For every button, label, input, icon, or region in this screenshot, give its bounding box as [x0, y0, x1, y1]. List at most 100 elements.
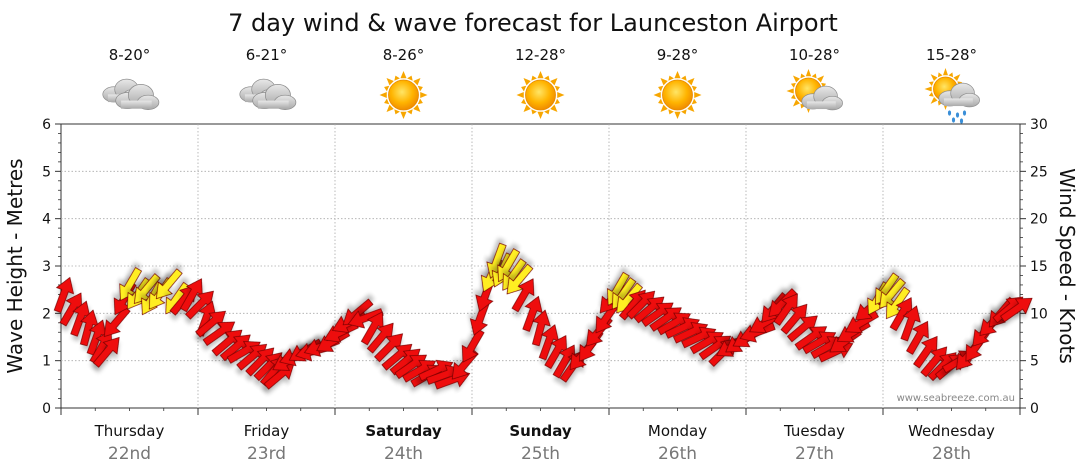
sun-ray	[653, 91, 661, 99]
weather-icons: 8-20° 6-21° 8-26° 12-28° 9-28° 10-28° 15-28°	[102, 46, 981, 124]
sun-ray	[394, 75, 400, 81]
sun-ray	[800, 103, 806, 109]
wind-arrow	[92, 336, 120, 368]
sun-ray	[800, 73, 806, 79]
sun-ray	[658, 98, 664, 105]
sun-ray	[660, 104, 668, 112]
sun-ray	[531, 109, 537, 115]
wind-arrow-shape	[155, 268, 183, 300]
wind-arrow-shape	[786, 315, 818, 343]
sun-ray	[668, 75, 674, 81]
sun-ray	[550, 78, 558, 86]
sun-ray	[407, 75, 413, 81]
left-axis-ticks: 0 1 2 3 4 5 6	[42, 117, 61, 417]
left-axis-label: Wave Height - Metres	[3, 158, 27, 373]
right-tick-label: 0	[1030, 401, 1039, 417]
wind-arrow	[522, 295, 543, 332]
day-date: 23rd	[247, 444, 286, 464]
sun-ray	[786, 88, 794, 94]
sun-ray	[691, 85, 697, 92]
sun-ray	[544, 109, 550, 115]
watermark: www.seabreeze.com.au	[897, 393, 1015, 404]
sun-ray	[554, 98, 560, 105]
wind-arrow-shape	[522, 295, 543, 332]
right-axis-label: Wind Speed - Knots	[1055, 168, 1079, 364]
sun-ray	[557, 91, 565, 99]
day-date: 26th	[658, 444, 697, 464]
sun-ray	[544, 75, 550, 81]
sun-ray	[550, 104, 558, 112]
sun-disc	[662, 79, 693, 111]
sun-ray	[790, 82, 796, 88]
sun-ray	[413, 104, 421, 112]
sun-ray	[930, 74, 938, 82]
wind-arrow-shape	[202, 321, 236, 346]
sun-ray	[521, 98, 527, 105]
sun-ray	[792, 75, 800, 83]
sun-ray	[687, 78, 695, 86]
sun-ray	[386, 78, 394, 86]
cloudy-icon	[102, 78, 160, 111]
rain-drop	[962, 110, 967, 116]
rain-drop	[955, 112, 960, 118]
sun-ray	[687, 104, 695, 112]
left-tick-label: 3	[42, 259, 51, 275]
sun-ray	[394, 109, 400, 115]
rain-drop	[959, 118, 964, 124]
wind-arrow-shape	[92, 336, 120, 368]
day-date: 25th	[521, 444, 560, 464]
sun-ray	[417, 85, 423, 92]
sun-ray	[953, 74, 961, 82]
sun-ray	[674, 71, 681, 79]
sun-ray	[694, 91, 702, 99]
sun-ray	[821, 82, 827, 88]
wind-arrow-shape	[195, 310, 226, 338]
wind-arrow-shape	[532, 309, 551, 347]
wind-arrow	[461, 328, 485, 363]
sun-ray	[937, 100, 943, 106]
right-tick-label: 10	[1030, 306, 1048, 322]
day-date: 27th	[795, 444, 834, 464]
sun-ray	[417, 98, 423, 105]
sun-ray	[537, 71, 544, 79]
sun-ray	[937, 72, 943, 78]
day-date: 24th	[384, 444, 423, 464]
right-tick-label: 15	[1030, 259, 1048, 275]
showers-icon	[924, 68, 981, 124]
sun-ray	[413, 78, 421, 86]
day-date: 28th	[932, 444, 971, 464]
sun-ray	[531, 75, 537, 81]
wind-arrow-shape	[906, 320, 929, 355]
temp-range-monday: 9-28°	[657, 46, 699, 64]
wind-arrow	[906, 320, 929, 355]
sun-disc	[388, 79, 419, 111]
wind-arrow-shape	[1000, 297, 1033, 323]
sun-ray	[681, 109, 687, 115]
sun-ray	[930, 96, 938, 104]
rain-drop	[951, 117, 956, 123]
sun-icon	[516, 71, 565, 119]
sun-ray	[660, 78, 668, 86]
wind-arrow-shape	[53, 276, 75, 313]
sun-ray	[400, 71, 407, 79]
sun-ray	[924, 86, 932, 92]
sun-ray	[379, 91, 387, 99]
sun-ray	[948, 72, 954, 78]
partly-cloudy-icon	[786, 69, 844, 113]
sun-ray	[792, 99, 800, 107]
temp-range-wednesday: 15-28°	[926, 46, 977, 64]
sun-ray	[928, 91, 934, 97]
chart-title: 7 day wind & wave forecast for Launcesto…	[228, 9, 838, 37]
sun-ray	[805, 69, 812, 77]
wind-arrow	[1000, 297, 1033, 323]
sun-ray	[554, 85, 560, 92]
sun-ray	[817, 75, 825, 83]
day-name-thursday: Thursday	[94, 422, 165, 440]
right-tick-label: 30	[1030, 117, 1048, 133]
day-name-sunday: Sunday	[509, 422, 572, 440]
sun-ray	[386, 104, 394, 112]
right-tick-label: 20	[1030, 212, 1048, 228]
left-tick-label: 6	[42, 117, 51, 133]
wind-arrow-shape	[461, 328, 485, 363]
